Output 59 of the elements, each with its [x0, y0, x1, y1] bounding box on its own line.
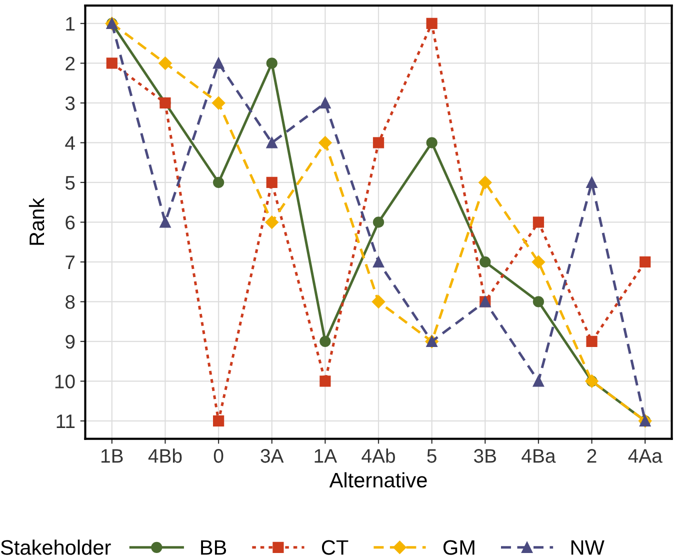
point	[532, 216, 544, 228]
x-axis-title: Alternative	[329, 472, 427, 488]
y-tick-label: 3	[65, 96, 75, 110]
point	[212, 58, 224, 69]
y-tick-label: 4	[65, 136, 75, 150]
x-tick-label: 4Ba	[522, 449, 556, 463]
x-tick-label: 3A	[260, 449, 284, 463]
point	[372, 216, 384, 228]
y-tick-label: 10	[55, 374, 75, 388]
point	[320, 336, 331, 347]
x-tick-label: 4Aa	[628, 449, 662, 463]
point	[266, 58, 278, 69]
y-tick-label: 1	[66, 17, 75, 31]
point	[480, 256, 491, 268]
x-tick-label: 4Bb	[148, 448, 182, 463]
x-tick-label: 5	[427, 449, 436, 463]
point	[532, 255, 546, 269]
x-tick-label: 1B	[102, 449, 123, 463]
point	[426, 137, 438, 148]
y-tick-label: 5	[65, 176, 75, 190]
y-tick-label: 8	[66, 295, 75, 309]
legend-label: CT	[322, 540, 348, 555]
y-tick-label: 9	[66, 334, 75, 349]
y-tick-label: 6	[66, 216, 75, 230]
point	[106, 58, 118, 69]
x-tick-label: 3B	[474, 449, 496, 463]
point	[586, 176, 598, 188]
point	[372, 256, 384, 268]
point	[266, 137, 278, 148]
point	[320, 376, 331, 387]
x-tick-label: 2	[587, 449, 596, 463]
x-tick-label: 1A	[314, 449, 338, 463]
point	[478, 176, 492, 190]
point	[640, 256, 651, 268]
point	[586, 336, 598, 347]
point	[372, 295, 386, 308]
legend-title: Stakeholder	[0, 540, 111, 555]
legend-label: NW	[571, 540, 604, 555]
y-axis-title: Rank	[28, 198, 44, 245]
y-tick-label: 11	[56, 414, 75, 428]
y-tick-label: 7	[66, 256, 75, 269]
point	[266, 176, 278, 188]
point	[320, 97, 331, 109]
legend-label: BB	[201, 540, 226, 555]
point	[318, 136, 332, 150]
legend-label: GM	[443, 540, 474, 555]
point	[212, 176, 224, 188]
point	[426, 18, 438, 30]
point	[212, 415, 224, 426]
point	[532, 296, 544, 308]
point	[160, 216, 171, 228]
y-tick-label: 2	[66, 56, 75, 70]
point	[265, 216, 278, 229]
point	[158, 56, 172, 70]
x-tick-label: 0	[214, 449, 224, 463]
point	[532, 376, 544, 387]
x-tick-label: 4Ab	[362, 448, 395, 463]
point	[372, 137, 384, 148]
point	[212, 96, 226, 110]
